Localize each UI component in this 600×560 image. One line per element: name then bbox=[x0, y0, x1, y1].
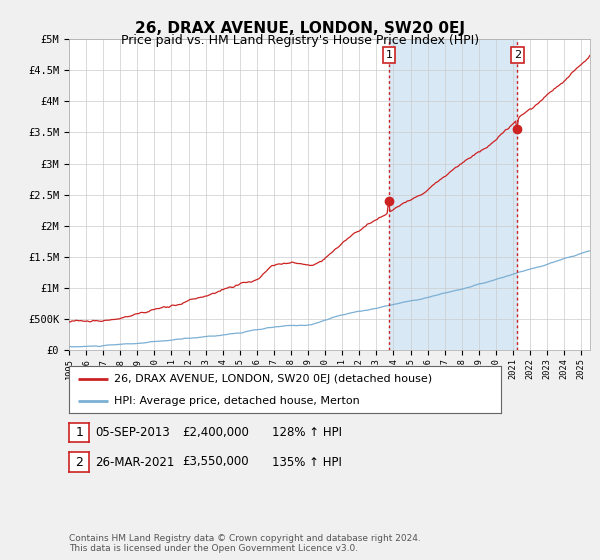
Bar bbox=[389, 39, 517, 350]
Text: 135% ↑ HPI: 135% ↑ HPI bbox=[272, 455, 342, 469]
Text: 05-SEP-2013: 05-SEP-2013 bbox=[95, 426, 170, 440]
Text: 2: 2 bbox=[514, 50, 521, 60]
Text: Price paid vs. HM Land Registry's House Price Index (HPI): Price paid vs. HM Land Registry's House … bbox=[121, 34, 479, 46]
Text: Contains HM Land Registry data © Crown copyright and database right 2024.
This d: Contains HM Land Registry data © Crown c… bbox=[69, 534, 421, 553]
Text: £3,550,000: £3,550,000 bbox=[182, 455, 249, 469]
Text: 128% ↑ HPI: 128% ↑ HPI bbox=[272, 426, 343, 440]
Text: 26, DRAX AVENUE, LONDON, SW20 0EJ: 26, DRAX AVENUE, LONDON, SW20 0EJ bbox=[135, 21, 465, 36]
Text: 1: 1 bbox=[75, 426, 83, 440]
Text: HPI: Average price, detached house, Merton: HPI: Average price, detached house, Mert… bbox=[115, 396, 360, 407]
Text: 26, DRAX AVENUE, LONDON, SW20 0EJ (detached house): 26, DRAX AVENUE, LONDON, SW20 0EJ (detac… bbox=[115, 374, 433, 384]
Text: £2,400,000: £2,400,000 bbox=[182, 426, 249, 440]
Text: 1: 1 bbox=[386, 50, 392, 60]
Text: 26-MAR-2021: 26-MAR-2021 bbox=[95, 455, 175, 469]
Text: 2: 2 bbox=[75, 455, 83, 469]
